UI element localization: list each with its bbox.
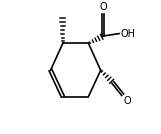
Text: O: O	[99, 2, 107, 12]
Text: O: O	[124, 96, 132, 106]
Text: OH: OH	[120, 29, 135, 39]
